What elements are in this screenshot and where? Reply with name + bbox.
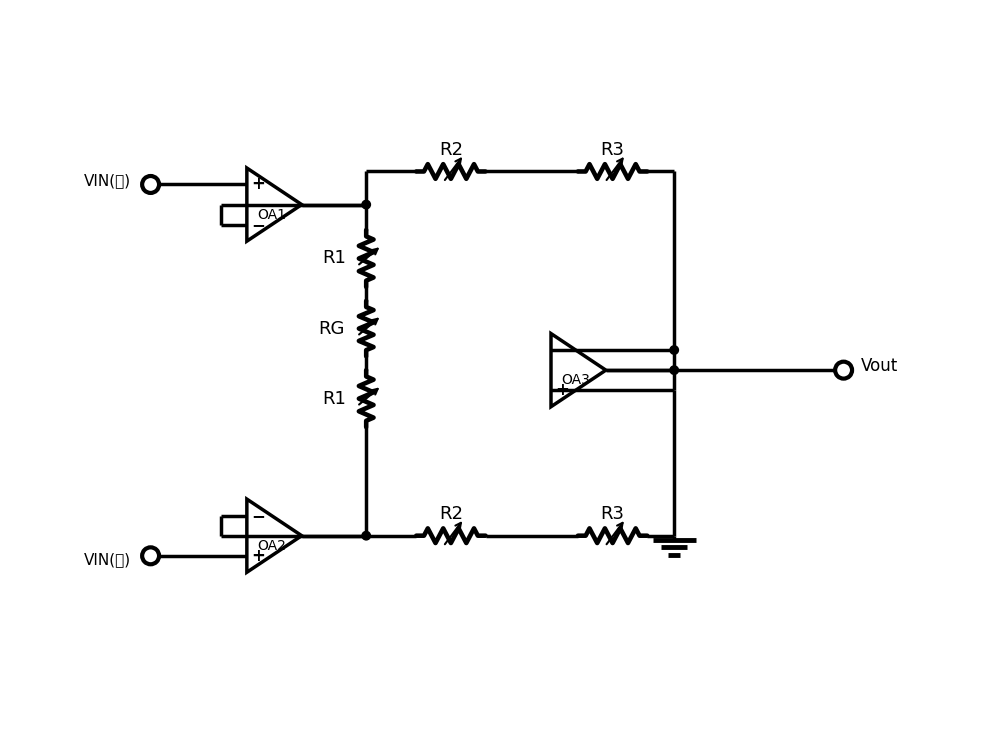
Text: R2: R2: [439, 141, 463, 159]
Text: OA1: OA1: [257, 208, 286, 222]
Text: R3: R3: [601, 141, 625, 159]
Text: R3: R3: [601, 505, 625, 523]
Text: OA2: OA2: [257, 539, 286, 553]
Circle shape: [142, 548, 159, 565]
Text: −: −: [251, 506, 265, 525]
Circle shape: [670, 346, 678, 354]
Text: R1: R1: [322, 250, 346, 267]
Text: VIN(负): VIN(负): [84, 552, 131, 567]
Circle shape: [670, 366, 678, 375]
Text: Vout: Vout: [861, 357, 898, 375]
Text: −: −: [556, 341, 569, 359]
Text: −: −: [251, 216, 265, 234]
Text: +: +: [251, 175, 265, 194]
Text: VIN(正): VIN(正): [84, 173, 131, 188]
Text: R1: R1: [322, 389, 346, 408]
Circle shape: [142, 176, 159, 193]
Text: +: +: [556, 381, 569, 399]
Text: RG: RG: [318, 319, 345, 338]
Text: OA3: OA3: [561, 373, 590, 387]
Circle shape: [835, 361, 852, 378]
Text: +: +: [251, 547, 265, 565]
Circle shape: [362, 200, 370, 209]
Text: R2: R2: [439, 505, 463, 523]
Circle shape: [362, 531, 370, 540]
